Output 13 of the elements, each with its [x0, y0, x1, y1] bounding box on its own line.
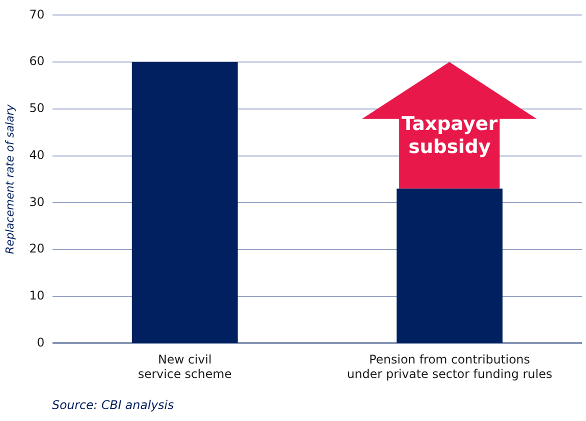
- y-tick-label: 40: [29, 148, 44, 162]
- y-axis-title: Replacement rate of salary: [3, 104, 16, 254]
- source-note: Source: CBI analysis: [52, 398, 174, 412]
- y-tick-label: 10: [29, 288, 44, 302]
- y-tick-label: 30: [29, 194, 44, 209]
- y-tick-label: 50: [29, 101, 44, 116]
- y-tick-label: 20: [29, 242, 44, 256]
- y-tick-label: 60: [29, 54, 44, 68]
- y-tick-label: 0: [36, 335, 44, 350]
- x-tick-label: Pension from contributions under private sector funding rules: [347, 352, 552, 381]
- annotation: Taxpayer subsidy: [400, 112, 499, 159]
- x-tick-label: New civil service scheme: [138, 352, 232, 381]
- y-tick-label: 70: [29, 7, 44, 22]
